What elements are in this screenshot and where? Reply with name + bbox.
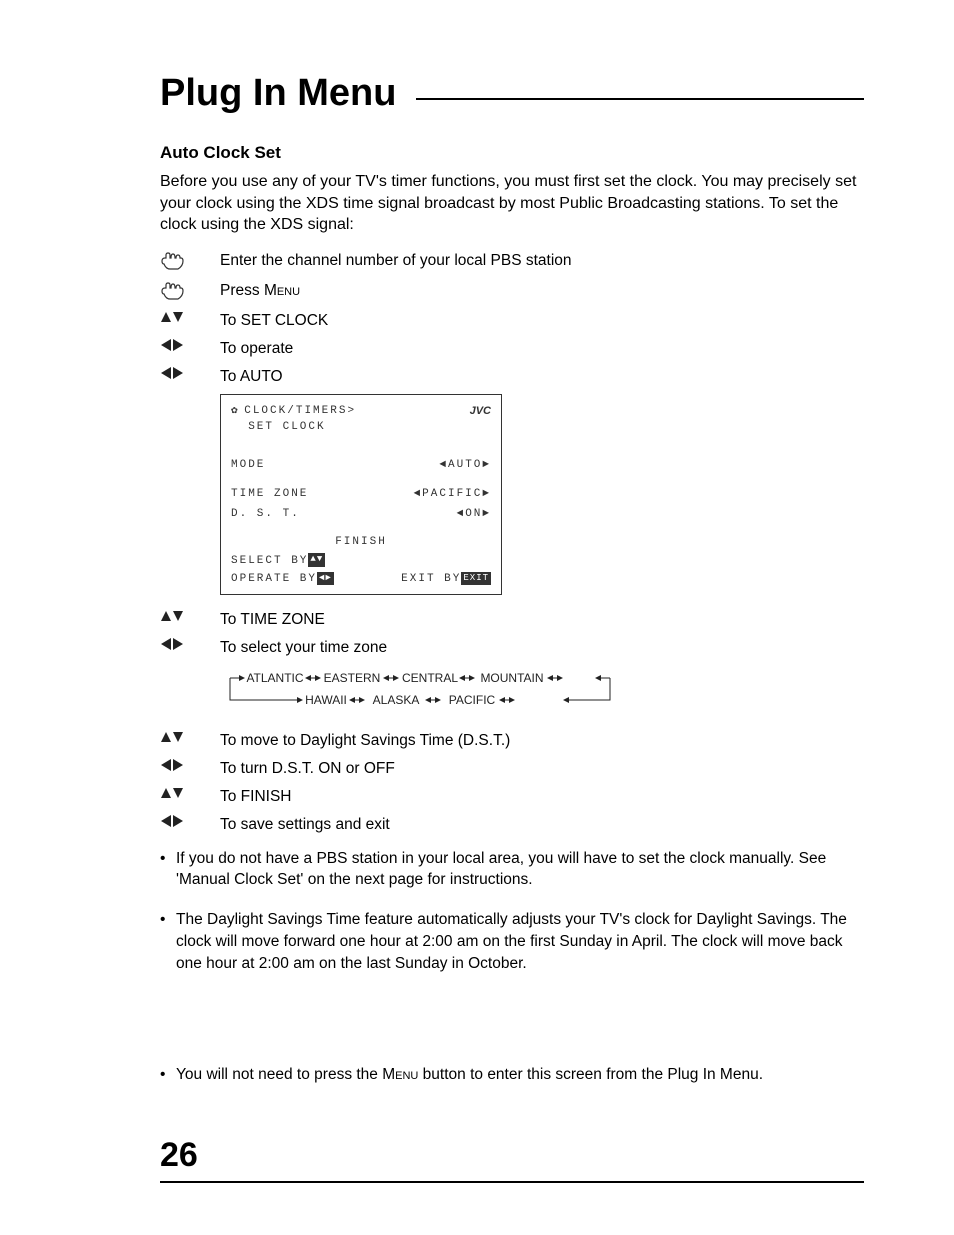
updown-icon bbox=[160, 730, 220, 744]
updown-badge: ▲▼ bbox=[308, 553, 325, 567]
leftright-icon bbox=[160, 637, 220, 651]
osd-tz-value: ◄PACIFIC► bbox=[414, 486, 491, 503]
tz-central: CENTRAL bbox=[402, 671, 458, 685]
title-row: Plug In Menu bbox=[160, 72, 864, 115]
tz-mountain: MOUNTAIN bbox=[480, 671, 543, 685]
page-number: 26 bbox=[160, 1136, 198, 1175]
osd-header-left: ✿ CLOCK/TIMERS> SET CLOCK bbox=[231, 403, 356, 436]
menu-word: Menu bbox=[382, 1066, 418, 1083]
step-text: To TIME ZONE bbox=[220, 609, 325, 629]
osd-operate: OPERATE BY◄► bbox=[231, 571, 334, 588]
leftright-icon bbox=[160, 366, 220, 380]
step-row: To operate bbox=[160, 338, 864, 358]
step-row: To FINISH bbox=[160, 786, 864, 806]
step-text: To save settings and exit bbox=[220, 814, 390, 834]
press-icon bbox=[160, 250, 220, 272]
note-item: You will not need to press the Menu butt… bbox=[160, 1064, 864, 1086]
step-row: To save settings and exit bbox=[160, 814, 864, 834]
osd-mode-label: MODE bbox=[231, 457, 265, 474]
step-text-pre: Press bbox=[220, 282, 264, 299]
updown-icon bbox=[160, 609, 220, 623]
osd-tz-label: TIME ZONE bbox=[231, 486, 308, 503]
leftright-icon bbox=[160, 758, 220, 772]
tz-eastern: EASTERN bbox=[324, 671, 381, 685]
intro-paragraph: Before you use any of your TV's timer fu… bbox=[160, 171, 864, 236]
note-post: button to enter this screen from the Plu… bbox=[418, 1066, 763, 1083]
osd-select: SELECT BY▲▼ bbox=[231, 553, 325, 570]
updown-icon bbox=[160, 786, 220, 800]
step-text: Enter the channel number of your local P… bbox=[220, 250, 572, 270]
step-row: To turn D.S.T. ON or OFF bbox=[160, 758, 864, 778]
leftright-badge: ◄► bbox=[317, 572, 334, 586]
osd-footer-row: SELECT BY▲▼ bbox=[231, 553, 491, 570]
osd-dst-label: D. S. T. bbox=[231, 506, 300, 523]
osd-brand: JVC bbox=[470, 403, 491, 420]
osd-title-1: CLOCK/TIMERS> bbox=[244, 405, 356, 417]
leftright-icon bbox=[160, 814, 220, 828]
tz-hawaii: HAWAII bbox=[305, 693, 347, 707]
note-item: The Daylight Savings Time feature automa… bbox=[160, 909, 864, 974]
step-row: To SET CLOCK bbox=[160, 310, 864, 330]
step-text: To move to Daylight Savings Time (D.S.T.… bbox=[220, 730, 510, 750]
osd-finish: FINISH bbox=[231, 534, 491, 551]
tz-pacific: PACIFIC bbox=[449, 693, 496, 707]
osd-footer-row: OPERATE BY◄► EXIT BYEXIT bbox=[231, 571, 491, 588]
step-text: To FINISH bbox=[220, 786, 291, 806]
osd-row: MODE ◄AUTO► bbox=[231, 457, 491, 474]
step-row: Press Menu bbox=[160, 280, 864, 302]
leftright-icon bbox=[160, 338, 220, 352]
step-row: To move to Daylight Savings Time (D.S.T.… bbox=[160, 730, 864, 750]
updown-icon bbox=[160, 310, 220, 324]
tz-svg: ATLANTIC EASTERN CENTRAL MOUNTAIN HAWAII… bbox=[220, 667, 620, 711]
section-heading: Auto Clock Set bbox=[160, 143, 864, 163]
menu-word: Menu bbox=[264, 282, 300, 299]
title-rule bbox=[416, 98, 864, 100]
step-text: To select your time zone bbox=[220, 637, 387, 657]
press-icon bbox=[160, 280, 220, 302]
timezone-diagram: ATLANTIC EASTERN CENTRAL MOUNTAIN HAWAII… bbox=[220, 667, 620, 714]
osd-row: TIME ZONE ◄PACIFIC► bbox=[231, 486, 491, 503]
osd-row: D. S. T. ◄ON► bbox=[231, 506, 491, 523]
page: Plug In Menu Auto Clock Set Before you u… bbox=[0, 0, 954, 1235]
clock-icon: ✿ bbox=[231, 405, 244, 417]
note-item: If you do not have a PBS station in your… bbox=[160, 848, 864, 891]
step-text: To SET CLOCK bbox=[220, 310, 328, 330]
exit-badge: EXIT bbox=[461, 572, 491, 586]
step-text: Press Menu bbox=[220, 280, 300, 300]
osd-screenshot: ✿ CLOCK/TIMERS> SET CLOCK JVC MODE ◄AUTO… bbox=[220, 394, 502, 595]
tz-alaska: ALASKA bbox=[373, 693, 420, 707]
osd-exit: EXIT BYEXIT bbox=[401, 571, 491, 588]
step-row: Enter the channel number of your local P… bbox=[160, 250, 864, 272]
osd-dst-value: ◄ON► bbox=[457, 506, 491, 523]
step-row: To AUTO bbox=[160, 366, 864, 386]
step-row: To select your time zone bbox=[160, 637, 864, 657]
step-text: To AUTO bbox=[220, 366, 283, 386]
osd-title-2: SET CLOCK bbox=[248, 421, 325, 433]
osd-header: ✿ CLOCK/TIMERS> SET CLOCK JVC bbox=[231, 403, 491, 436]
note-pre: You will not need to press the bbox=[176, 1066, 382, 1083]
tz-atlantic: ATLANTIC bbox=[246, 671, 303, 685]
notes-list: If you do not have a PBS station in your… bbox=[160, 848, 864, 1086]
page-title: Plug In Menu bbox=[160, 72, 396, 115]
step-row: To TIME ZONE bbox=[160, 609, 864, 629]
step-text: To operate bbox=[220, 338, 293, 358]
bottom-rule bbox=[160, 1181, 864, 1183]
step-text: To turn D.S.T. ON or OFF bbox=[220, 758, 395, 778]
osd-mode-value: ◄AUTO► bbox=[439, 457, 491, 474]
